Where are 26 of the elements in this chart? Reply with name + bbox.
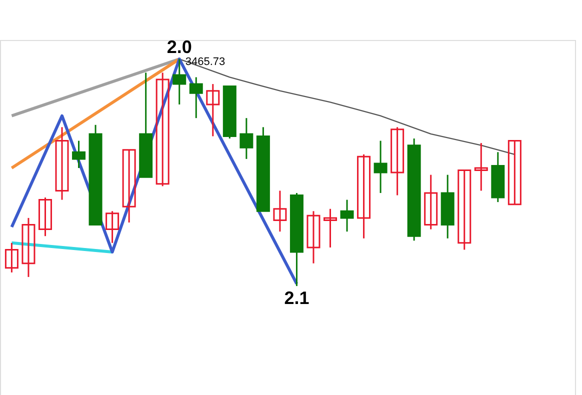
candlestick [306, 210, 320, 264]
candlestick [424, 174, 438, 230]
candlestick [22, 217, 36, 278]
candlestick [72, 140, 86, 169]
candlestick [357, 154, 371, 240]
candlestick [390, 126, 404, 196]
candlestick [156, 72, 170, 187]
candlestick [240, 117, 254, 160]
candlestick [324, 208, 337, 248]
candlestick [189, 76, 203, 119]
candlestick [172, 58, 186, 106]
candlestick [474, 142, 488, 192]
candlestick [4, 242, 18, 274]
text: 2.1 [284, 288, 310, 308]
candlestick [458, 170, 472, 250]
candlestick [273, 190, 287, 232]
annotation: 3465.73 [185, 56, 226, 68]
candlestick [508, 140, 522, 206]
candlestick [340, 199, 354, 232]
candlestick [38, 196, 52, 237]
candlestick [55, 126, 69, 201]
text: 2.0 [166, 37, 192, 58]
candlestick [106, 210, 120, 244]
candlestick [206, 83, 220, 137]
candlestick [374, 140, 388, 194]
candlestick [122, 149, 136, 224]
